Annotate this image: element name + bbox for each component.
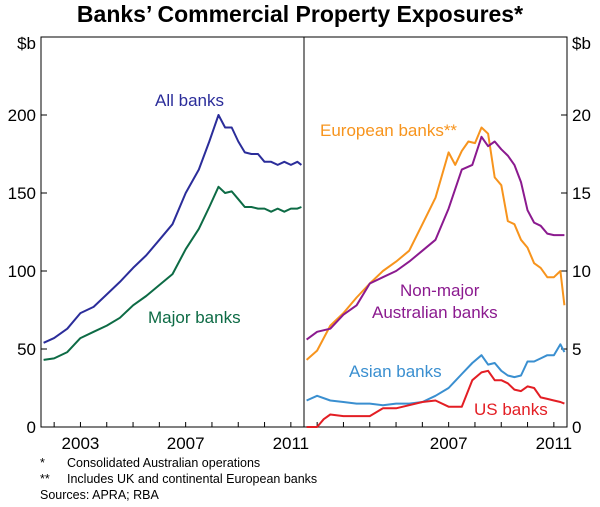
label-european-banks: European banks** [320,121,457,140]
right-ytick-label: 5 [572,340,581,359]
footnote-text: Includes UK and continental European ban… [67,472,318,486]
footnote-1: * Consolidated Australian operations [40,455,317,471]
left-xtick-label: 2007 [167,434,205,453]
footnotes: * Consolidated Australian operations ** In… [40,455,317,503]
chart-title: Banks’ Commercial Property Exposures* [76,1,524,27]
left-xtick-label: 2011 [273,434,310,453]
footnote-text: Consolidated Australian operations [67,456,261,470]
label-all-banks: All banks [155,91,224,110]
label-asian-banks: Asian banks [349,362,442,381]
series-layer [43,114,566,428]
label-australian-banks: Australian banks [372,303,498,322]
sources: Sources: APRA; RBA [40,488,159,502]
series-line-major-banks [43,185,302,361]
left-xtick-label: 2003 [62,434,100,453]
left-unit-label: $b [17,34,36,53]
footnote-mark: * [40,456,45,470]
footnote-2: ** Includes UK and continental European b… [40,471,317,487]
right-xtick-label: 2011 [536,434,573,453]
series-line-asian-banks [306,343,566,407]
right-ytick-label: 10 [572,262,591,281]
series-line-us-banks [306,369,565,428]
left-ytick-label: 200 [8,106,36,125]
right-ytick-label: 0 [572,418,581,437]
series-labels-layer: All banks Major banks European banks** N… [148,91,548,419]
label-us-banks: US banks [474,400,548,419]
right-panel-frame [303,36,568,428]
series-line-european-banks [305,126,566,361]
right-ytick-label: 20 [572,106,591,125]
series-line-all-banks [43,114,303,344]
left-ytick-label: 0 [27,418,36,437]
label-major-banks: Major banks [148,308,241,327]
left-ytick-label: 50 [17,340,36,359]
right-xtick-label: 2007 [430,434,468,453]
left-ytick-label: 100 [8,262,36,281]
right-unit-label: $b [572,34,591,53]
left-ytick-label: 150 [8,184,36,203]
footnote-mark: ** [40,472,50,486]
label-non-major: Non-major [400,281,480,300]
series-line-non-major-australian-banks [306,135,565,341]
right-ytick-label: 15 [572,184,591,203]
